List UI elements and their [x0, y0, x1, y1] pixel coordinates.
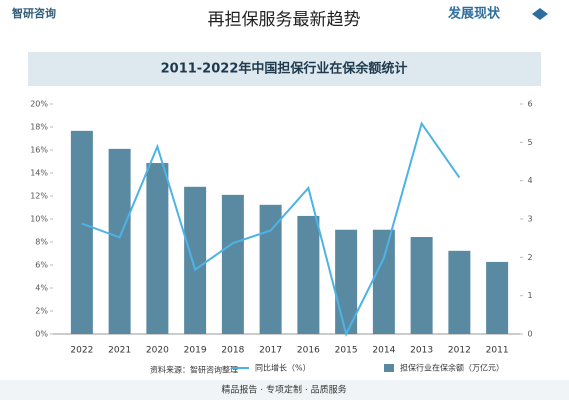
y2-tick-label: 6 — [527, 100, 532, 109]
source: 资料来源：智研咨询整理 — [150, 365, 238, 375]
logo: 智研咨询 — [12, 6, 56, 20]
line — [81, 121, 461, 337]
y2-tick-label: 5 — [527, 138, 532, 147]
x-tick-label: 2011 — [486, 346, 509, 356]
legend-swatch — [384, 364, 394, 372]
footer: 精品报告 · 专项定制 · 品质服务 — [221, 384, 346, 396]
bar — [410, 237, 433, 334]
y-tick-label: 4% — [35, 284, 48, 293]
x-tick-label: 2019 — [184, 346, 207, 356]
bar — [184, 186, 207, 334]
x-tick-label: 2012 — [448, 346, 471, 356]
bar — [221, 194, 244, 334]
legend-label: 同比增长（%） — [255, 363, 311, 373]
y-tick-label: 20% — [30, 100, 48, 109]
y2-tick-label: 2 — [527, 253, 532, 262]
y2-tick-label: 3 — [527, 215, 532, 224]
x-tick-label: 2014 — [372, 346, 395, 356]
bar — [70, 130, 93, 334]
y2-tick-label: 1 — [527, 291, 532, 300]
bar — [335, 229, 358, 334]
x-tick-label: 2020 — [146, 346, 169, 356]
x-tick-label: 2017 — [259, 346, 282, 356]
title-band — [28, 52, 541, 86]
bar — [297, 215, 320, 334]
bar — [108, 148, 131, 334]
x-tick-label: 2013 — [410, 346, 433, 356]
x-tick-label: 2015 — [335, 346, 358, 356]
bar — [486, 261, 509, 334]
section-icon — [532, 8, 548, 20]
chart-title: 2011-2022年中国担保行业在保余额统计 — [161, 61, 408, 77]
y-tick-label: 0% — [35, 330, 48, 339]
footer-band — [0, 380, 569, 400]
bar — [372, 229, 395, 334]
y2-tick-label: 0 — [527, 330, 532, 339]
x-tick-label: 2022 — [70, 346, 93, 356]
y-tick-label: 14% — [30, 169, 48, 178]
bar — [448, 250, 471, 334]
y-tick-label: 6% — [35, 261, 48, 270]
y2-tick-label: 4 — [527, 176, 532, 185]
section: 发展现状 — [447, 6, 501, 22]
x-tick-label: 2018 — [221, 346, 244, 356]
legend-label: 担保行业在保余额（万亿元） — [400, 363, 504, 373]
y-tick-label: 10% — [30, 215, 48, 224]
overlay-title: 再担保服务最新趋势 — [208, 10, 361, 30]
y-tick-label: 8% — [35, 238, 48, 247]
y-tick-label: 12% — [30, 192, 48, 201]
y-tick-label: 2% — [35, 307, 48, 316]
y-tick-label: 18% — [30, 123, 48, 132]
x-tick-label: 2021 — [108, 346, 131, 356]
y-tick-label: 16% — [30, 146, 48, 155]
bar — [259, 204, 282, 334]
bar — [146, 163, 169, 334]
x-tick-label: 2016 — [297, 346, 320, 356]
